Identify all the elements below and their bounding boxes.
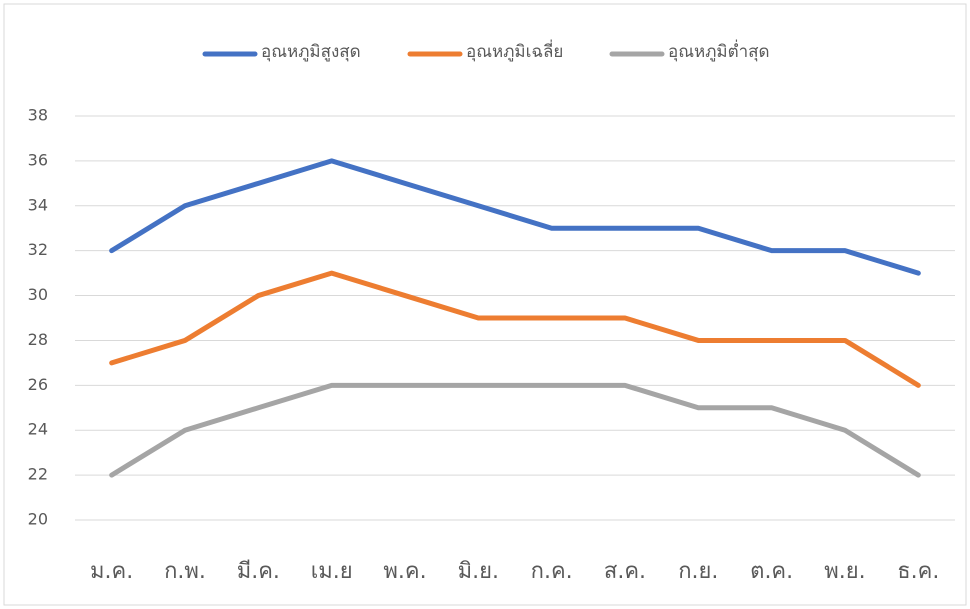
- x-tick-label: ต.ค.: [750, 559, 793, 584]
- x-tick-label: พ.ค.: [383, 559, 426, 584]
- y-tick-label: 30: [28, 285, 48, 304]
- y-tick-label: 38: [28, 106, 48, 125]
- y-tick-label: 20: [28, 510, 48, 529]
- y-tick-label: 36: [28, 150, 48, 169]
- x-tick-label: ส.ค.: [604, 559, 646, 584]
- x-tick-label: เม.ย: [311, 559, 353, 584]
- y-tick-label: 26: [28, 375, 48, 394]
- y-tick-label: 34: [28, 195, 48, 214]
- y-tick-label: 32: [28, 240, 48, 259]
- legend-label: อุณหภูมิต่ำสุด: [668, 39, 770, 62]
- x-tick-label: ม.ค.: [90, 559, 133, 584]
- x-tick-label: ก.ย.: [678, 559, 718, 584]
- x-tick-label: พ.ย.: [824, 559, 865, 584]
- legend-label: อุณหภูมิเฉลี่ย: [466, 39, 563, 62]
- line-series: [109, 158, 921, 276]
- y-tick-label: 24: [28, 420, 48, 439]
- chart-border: [3, 3, 967, 606]
- y-tick-label: 22: [28, 465, 48, 484]
- line-series: [109, 382, 921, 478]
- x-tick-label: ก.พ.: [164, 559, 206, 584]
- line-series: [109, 270, 921, 388]
- x-tick-label: ธ.ค.: [897, 559, 939, 584]
- x-tick-label: มิ.ย.: [458, 559, 499, 584]
- x-tick-label: มี.ค.: [237, 559, 280, 584]
- x-tick-label: ก.ค.: [531, 559, 573, 584]
- legend-label: อุณหภูมิสูงสุด: [261, 42, 361, 62]
- y-tick-label: 28: [28, 330, 48, 349]
